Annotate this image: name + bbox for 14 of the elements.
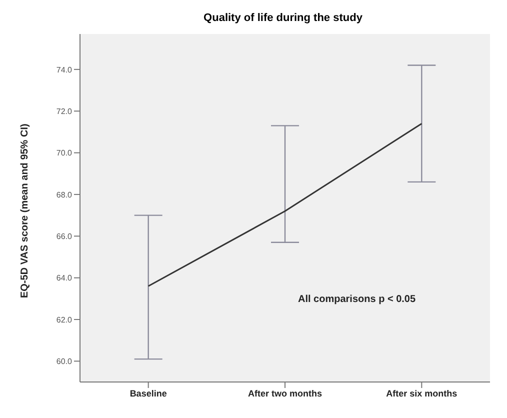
y-axis-title: EQ-5D VAS score (mean and 95% CI): [20, 124, 31, 298]
annotation: All comparisons p < 0.05: [298, 294, 416, 305]
y-tick-label: 72.0: [56, 106, 73, 116]
chart-title: Quality of life during the study: [202, 12, 364, 24]
y-tick-label: 66.0: [56, 232, 73, 241]
y-tick-label: 60.0: [56, 357, 73, 366]
y-tick-label: 70.0: [56, 148, 73, 158]
x-tick-label: Baseline: [130, 388, 167, 398]
y-tick-label: 68.0: [56, 190, 73, 200]
x-tick-label: After six months: [386, 388, 458, 398]
x-tick-label: After two months: [248, 388, 322, 398]
y-tick-label: 74.0: [56, 65, 73, 74]
y-tick-label: 62.0: [56, 315, 73, 324]
y-tick-label: 64.0: [56, 274, 73, 283]
